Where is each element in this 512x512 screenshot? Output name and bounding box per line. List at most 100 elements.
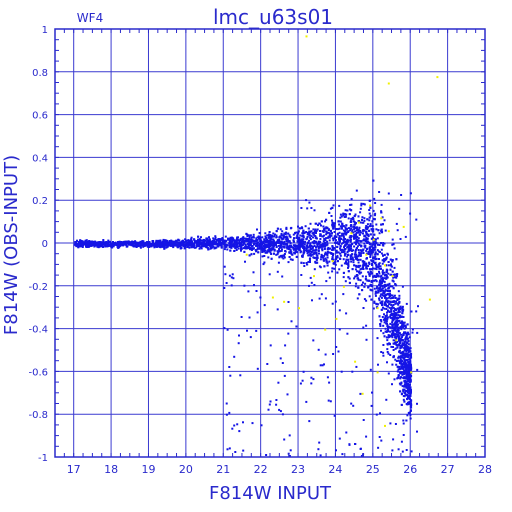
data-point — [312, 245, 314, 248]
data-point — [184, 238, 187, 241]
data-point — [244, 260, 246, 263]
highlight-point — [387, 230, 390, 233]
data-point — [400, 333, 403, 336]
data-point — [375, 266, 378, 268]
data-point — [255, 245, 258, 248]
data-point — [88, 241, 90, 244]
data-point — [339, 245, 342, 248]
data-point — [212, 237, 215, 240]
data-point — [239, 238, 242, 241]
data-point — [359, 254, 362, 257]
data-point — [292, 244, 295, 247]
data-point — [263, 238, 266, 241]
data-point — [232, 243, 235, 246]
data-point — [248, 235, 251, 238]
data-point — [378, 288, 381, 291]
data-point — [345, 213, 348, 216]
highlight-point — [283, 300, 286, 303]
data-point — [241, 244, 244, 247]
data-point — [261, 241, 264, 244]
data-point — [255, 250, 258, 253]
data-point — [176, 246, 179, 249]
data-point — [102, 240, 105, 243]
data-point — [400, 315, 403, 318]
data-point — [389, 301, 392, 304]
data-point — [385, 264, 388, 267]
data-point — [173, 240, 176, 243]
data-point — [339, 257, 341, 260]
data-point — [354, 235, 357, 238]
data-point — [244, 244, 247, 246]
data-point — [224, 273, 227, 276]
data-point — [353, 228, 356, 231]
data-point — [393, 317, 395, 320]
data-point — [403, 383, 406, 386]
data-point — [90, 244, 93, 246]
data-point — [298, 246, 301, 249]
data-point — [101, 243, 104, 245]
data-point — [312, 249, 315, 252]
y-tick-label: -0.8 — [28, 410, 48, 421]
data-point — [339, 216, 342, 219]
data-point — [366, 223, 369, 226]
data-point — [397, 375, 400, 378]
data-point — [230, 246, 233, 249]
data-point — [332, 252, 335, 255]
data-point — [399, 321, 402, 324]
data-point — [409, 391, 412, 394]
data-point — [359, 279, 362, 282]
data-point — [396, 298, 399, 301]
data-point — [395, 275, 398, 278]
data-point — [323, 243, 326, 246]
data-point — [238, 334, 240, 337]
data-point — [131, 244, 134, 247]
data-point — [255, 237, 258, 240]
data-point — [315, 240, 317, 243]
data-point — [336, 254, 339, 257]
data-point — [115, 244, 118, 246]
data-point — [403, 346, 406, 349]
data-point — [395, 276, 398, 279]
data-point — [406, 342, 409, 345]
data-point — [397, 303, 400, 306]
data-point — [191, 244, 194, 247]
data-point — [365, 267, 368, 270]
data-point — [382, 244, 385, 247]
data-point — [205, 244, 207, 247]
data-point — [252, 247, 255, 250]
data-point — [313, 209, 316, 212]
data-point — [394, 316, 396, 319]
data-point — [325, 258, 328, 261]
data-point — [364, 240, 367, 243]
data-point — [391, 325, 394, 328]
data-point — [342, 225, 345, 228]
data-point — [301, 254, 304, 257]
data-point — [397, 328, 399, 331]
data-point — [306, 249, 308, 252]
data-point — [392, 243, 395, 246]
data-point — [316, 244, 319, 247]
data-point — [86, 243, 89, 246]
data-point — [323, 247, 326, 250]
data-point — [259, 239, 262, 242]
data-point — [293, 237, 296, 240]
data-point — [277, 251, 280, 254]
data-point — [405, 346, 408, 349]
data-point — [152, 241, 155, 244]
data-point — [283, 245, 286, 248]
data-point — [374, 244, 377, 247]
data-point — [172, 242, 175, 245]
data-point — [314, 261, 317, 264]
data-point — [407, 348, 410, 351]
data-point — [146, 245, 149, 248]
data-point — [405, 386, 408, 389]
data-point — [146, 241, 149, 244]
data-point — [342, 271, 345, 274]
data-point — [362, 252, 365, 254]
data-point — [360, 252, 363, 255]
data-point — [225, 402, 228, 405]
data-point — [383, 313, 385, 316]
data-point — [398, 344, 401, 347]
data-point — [282, 242, 285, 245]
data-point — [180, 242, 183, 245]
